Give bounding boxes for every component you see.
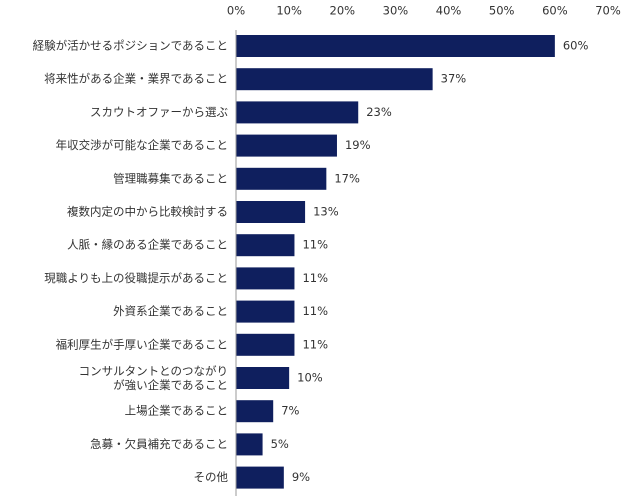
value-label: 60% xyxy=(563,39,589,53)
bar xyxy=(236,333,295,356)
category-label: 経験が活かせるポジションであること xyxy=(33,39,228,53)
category-label: 管理職募集であること xyxy=(113,171,228,185)
category-label: スカウトオファーから選ぶ xyxy=(90,105,228,119)
value-label: 13% xyxy=(313,205,339,219)
value-label: 11% xyxy=(302,304,328,318)
value-label: 10% xyxy=(297,371,323,385)
category-label: コンサルタントとのつながりが強い企業であること xyxy=(79,364,228,392)
bar xyxy=(236,35,555,57)
bar xyxy=(236,267,295,290)
category-label: 年収交渉が可能な企業であること xyxy=(56,138,228,152)
category-label: 将来性がある企業・業界であること xyxy=(44,72,228,86)
bar xyxy=(236,167,327,190)
bar xyxy=(236,201,306,223)
value-label: 23% xyxy=(366,105,392,119)
category-label: 上場企業であること xyxy=(125,404,228,418)
bar xyxy=(236,367,290,389)
x-tick-label: 10% xyxy=(276,4,302,18)
value-label: 11% xyxy=(302,337,328,351)
x-tick-label: 20% xyxy=(330,4,356,18)
value-label: 11% xyxy=(302,238,328,252)
value-label: 19% xyxy=(345,138,371,152)
category-label: 外資系企業であること xyxy=(113,304,228,318)
x-tick-label: 40% xyxy=(436,4,462,18)
value-label: 37% xyxy=(441,72,467,86)
category-label: その他 xyxy=(194,470,229,484)
value-label: 17% xyxy=(334,171,360,185)
x-tick-label: 0% xyxy=(227,4,245,18)
bar xyxy=(236,300,295,323)
value-label: 5% xyxy=(271,437,289,451)
value-label: 11% xyxy=(302,271,328,285)
x-tick-label: 30% xyxy=(383,4,409,18)
x-tick-label: 50% xyxy=(489,4,515,18)
bar xyxy=(236,134,337,157)
bar xyxy=(236,400,274,423)
category-label: 現職よりも上の役職提示があること xyxy=(44,271,228,285)
category-label: 福利厚生が手厚い企業であること xyxy=(56,337,228,351)
bar xyxy=(236,68,433,91)
category-label: 急募・欠員補充であること xyxy=(90,437,228,451)
bar xyxy=(236,466,284,489)
bar xyxy=(236,101,359,124)
category-label: 複数内定の中から比較検討する xyxy=(67,205,228,219)
bar xyxy=(236,234,295,257)
bar xyxy=(236,433,263,456)
x-tick-label: 70% xyxy=(595,4,621,18)
category-label: 人脈・縁のある企業であること xyxy=(67,238,228,252)
x-tick-label: 60% xyxy=(542,4,568,18)
value-label: 7% xyxy=(281,404,299,418)
value-label: 9% xyxy=(292,470,310,484)
